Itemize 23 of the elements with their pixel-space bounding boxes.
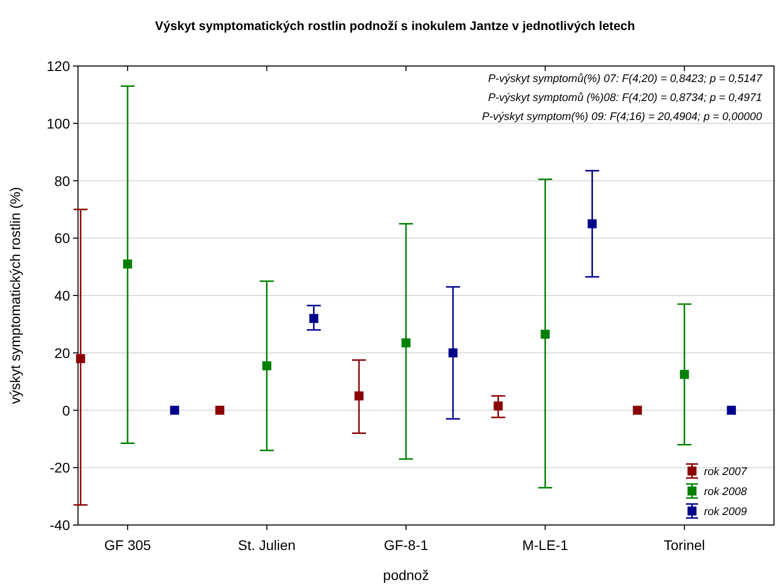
legend-label: rok 2007 <box>704 466 748 478</box>
annotation: P-výskyt symptomů (%)08: F(4;20) = 0,8734; p = 0,4971 <box>488 92 762 104</box>
y-axis-title: výskyt symptomatických rostlin (%) <box>7 186 23 404</box>
annotation: P-výskyt symptomů(%) 07: F(4;20) = 0,8423; p = 0,5147 <box>488 73 763 85</box>
y-tick-label: -40 <box>50 517 70 533</box>
y-tick-label: 0 <box>62 402 70 418</box>
x-tick-label: GF-8-1 <box>384 537 428 553</box>
legend-label: rok 2009 <box>704 506 747 518</box>
x-axis-title: podnož <box>383 567 429 583</box>
chart-title: Výskyt symptomatických rostlin podnoží s inokulem Jantze v jednotlivých letech <box>155 19 635 33</box>
y-tick-label: 80 <box>54 172 70 189</box>
y-tick-label: 120 <box>46 58 70 74</box>
y-tick-label: 60 <box>54 230 70 246</box>
y-tick-label: 20 <box>54 344 70 361</box>
x-tick-label: Torinel <box>664 537 706 553</box>
y-tick-label: -20 <box>50 460 70 476</box>
x-tick-label: GF 305 <box>104 537 152 553</box>
x-tick-label: St. Julien <box>238 537 296 553</box>
x-tick-label: M-LE-1 <box>522 537 568 553</box>
y-tick-label: 100 <box>46 115 70 132</box>
annotation: P-výskyt symptom(%) 09: F(4;16) = 20,4904; p = 0,00000 <box>482 111 763 123</box>
legend-label: rok 2008 <box>704 486 748 498</box>
y-tick-label: 40 <box>54 288 70 304</box>
